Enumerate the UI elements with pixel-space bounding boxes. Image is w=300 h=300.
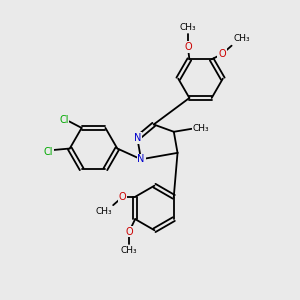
- Text: N: N: [137, 154, 145, 164]
- Text: O: O: [119, 192, 127, 202]
- Text: O: O: [125, 226, 133, 237]
- Text: CH₃: CH₃: [121, 246, 137, 255]
- Text: Cl: Cl: [59, 115, 69, 125]
- Text: CH₃: CH₃: [233, 34, 250, 43]
- Text: O: O: [184, 42, 192, 52]
- Text: O: O: [218, 49, 226, 59]
- Text: N: N: [134, 133, 141, 143]
- Text: CH₃: CH₃: [193, 124, 209, 133]
- Text: CH₃: CH₃: [95, 207, 112, 216]
- Text: CH₃: CH₃: [180, 23, 196, 32]
- Text: Cl: Cl: [43, 147, 53, 158]
